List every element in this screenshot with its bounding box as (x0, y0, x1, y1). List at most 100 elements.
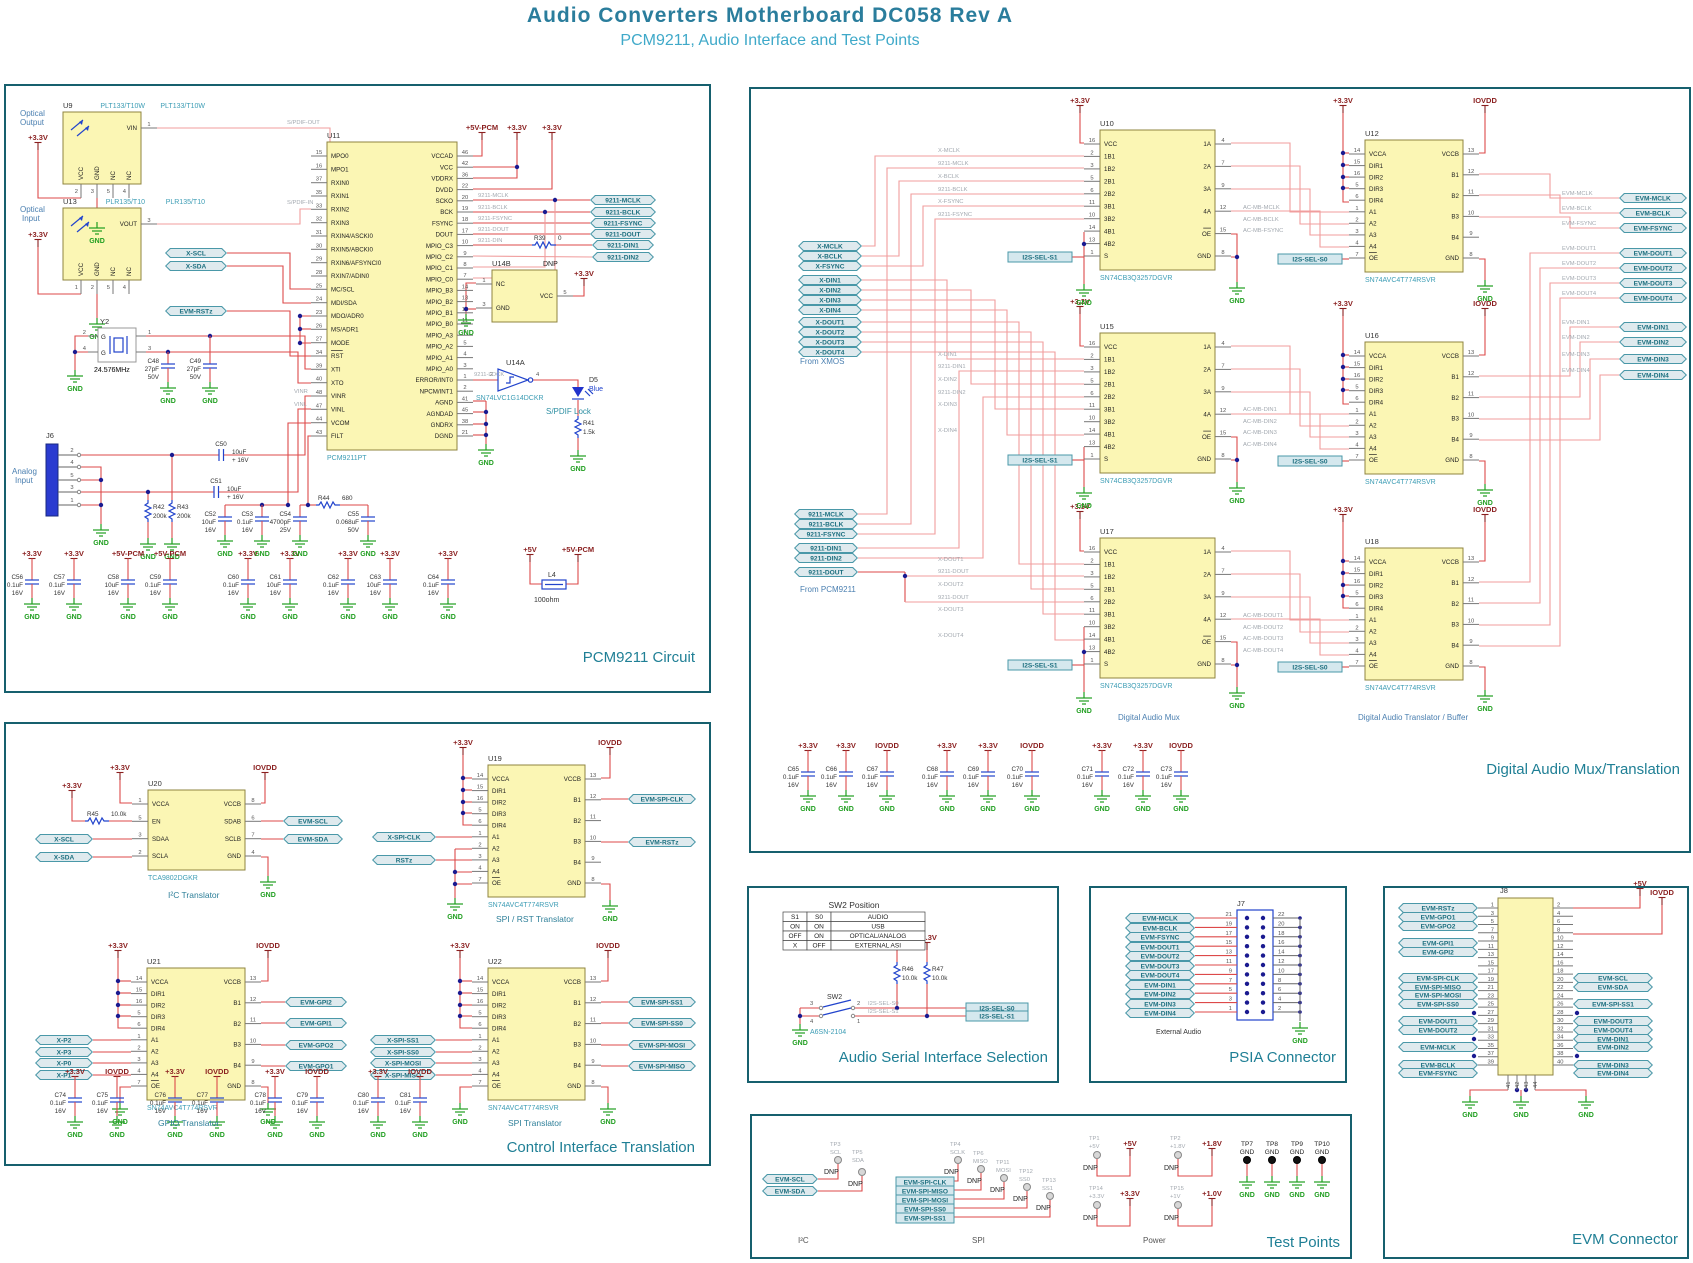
power-flag-label: +3.3V (542, 123, 562, 132)
junction-dot (483, 409, 489, 415)
pin-name: A1 (151, 1037, 159, 1044)
wire (1177, 1206, 1213, 1227)
net-label-text: X-DOUT2 (816, 329, 845, 336)
pin-number: 29 (1488, 1018, 1494, 1024)
net-label-evm-scl: EVM-SCL (762, 1174, 818, 1184)
pin-number: 27 (316, 337, 322, 343)
gnd-label: GND (440, 614, 456, 621)
pin-number: 9 (1469, 231, 1472, 237)
net-label-fill (799, 252, 861, 260)
optical-arrow-head (79, 216, 83, 221)
ic-body (1364, 547, 1464, 681)
cap-ref: C68 (926, 766, 938, 773)
pin-number: 11 (590, 1018, 596, 1024)
gnd-symbol: GND (570, 450, 586, 473)
cap-voltage: 16V (54, 590, 66, 597)
pin-number: 42 (462, 161, 468, 167)
pin-number: 15 (1354, 362, 1360, 368)
pin-name: 4B1 (1104, 431, 1116, 438)
junction-dot (1574, 1053, 1580, 1059)
text-gnd: GND (1240, 1149, 1255, 1156)
pin-name: SCLB (225, 836, 241, 843)
wire (1573, 896, 1641, 909)
pin-number: 43 (1524, 1082, 1530, 1088)
pin-number: 2 (138, 850, 141, 856)
pin-name: 4B2 (1104, 649, 1116, 656)
net-label-text: EVM-SPI-MISO (639, 1063, 685, 1070)
net-label-text: EVM-SPI-SS0 (1417, 1001, 1459, 1008)
pin-number: 12 (1278, 959, 1284, 965)
gnd-label: GND (1173, 806, 1189, 813)
net-label-fill (1126, 943, 1194, 951)
resistor-value: 10.0k (111, 811, 127, 818)
pin-name: MC/SCL (331, 287, 355, 294)
pin-name: GND (1445, 457, 1459, 464)
net-label-evm-dout2: EVM-DOUT2 (1125, 951, 1195, 961)
cap-voltage: + 16V (227, 494, 244, 501)
wire (1079, 113, 1084, 144)
pin-name: OE (1202, 434, 1211, 441)
gnd-symbol: GND (93, 524, 109, 547)
net-label-text: EVM-FSYNC (1141, 934, 1180, 941)
ic-body (487, 967, 586, 1101)
wire (459, 1086, 472, 1103)
pin-name: B2 (573, 1021, 581, 1028)
net-label-i2s-sel-s0: I2S-SEL-S0 (1277, 253, 1343, 265)
net-label-text: EVM-SCL (1598, 975, 1628, 982)
pin-name: RST (331, 353, 344, 360)
gnd-symbol: GND (282, 598, 298, 621)
resistor-ref: R41 (583, 420, 595, 427)
pin-name: MPO0 (331, 153, 349, 160)
wire (119, 780, 132, 804)
gnd-label: GND (164, 554, 180, 561)
connector-pin-dot (1244, 972, 1250, 977)
pin-number: 8 (1557, 927, 1560, 933)
power-flag-label: +3.3V (368, 1067, 388, 1076)
connector-pin-dot (1244, 925, 1250, 930)
pin-name: MPIO_C1 (426, 265, 454, 272)
resistor-value: 680 (342, 495, 353, 502)
gnd-label: GND (160, 398, 176, 405)
test-point (1268, 1156, 1276, 1164)
resistor-r39: R39 0 (532, 235, 562, 250)
text-power: Power (1143, 1236, 1166, 1245)
wire (1342, 113, 1349, 203)
text-mosi: MOSI (996, 1168, 1011, 1174)
pin-number: 9 (591, 1059, 594, 1065)
pin-number: 6 (1557, 919, 1560, 925)
pin-number: 9 (591, 856, 594, 862)
pin-number: 19 (1226, 921, 1232, 927)
pin-name: 3B1 (1104, 203, 1116, 210)
cap-ref: C51 (210, 478, 222, 485)
net-label-fill (166, 262, 226, 270)
pin-name: A4 (1369, 446, 1377, 453)
wire (1479, 267, 1619, 604)
pin-name: 3A (1203, 389, 1211, 396)
net-label-fill (629, 795, 695, 803)
net-label-fill (1399, 1061, 1477, 1069)
pin-name: RXIN2 (331, 207, 350, 214)
connector-pin-dot (1260, 934, 1266, 939)
connector-pin-dot (1260, 1009, 1266, 1015)
wire (601, 958, 609, 982)
pin-name: GND (1197, 456, 1211, 463)
wire (601, 1086, 609, 1103)
pin-name: S (1104, 661, 1108, 668)
pin-number: 3 (1090, 571, 1093, 577)
pin-name: DIR3 (1369, 594, 1384, 601)
net-label-text: I2S-SEL-S0 (1292, 458, 1328, 465)
junction-dot (542, 209, 548, 215)
pin-name: DIR1 (151, 991, 166, 998)
pin-name: GND (94, 262, 101, 276)
net-label-text: EVM-SPI-MOSI (902, 1197, 948, 1204)
pin-name: 1A (1203, 344, 1211, 351)
power-flag-label: +3.3V (280, 549, 300, 558)
net-label-evm-spi-clk: EVM-SPI-CLK (628, 794, 696, 804)
pin-name: DIR3 (151, 1014, 166, 1021)
text-x-din2: X-DIN2 (938, 377, 957, 383)
net-label-x-dout3: X-DOUT3 (798, 337, 862, 347)
net-label-fill (1126, 971, 1194, 979)
section-label-test-points: Test Points (1267, 1234, 1340, 1251)
pin-name: FILT (331, 433, 343, 440)
